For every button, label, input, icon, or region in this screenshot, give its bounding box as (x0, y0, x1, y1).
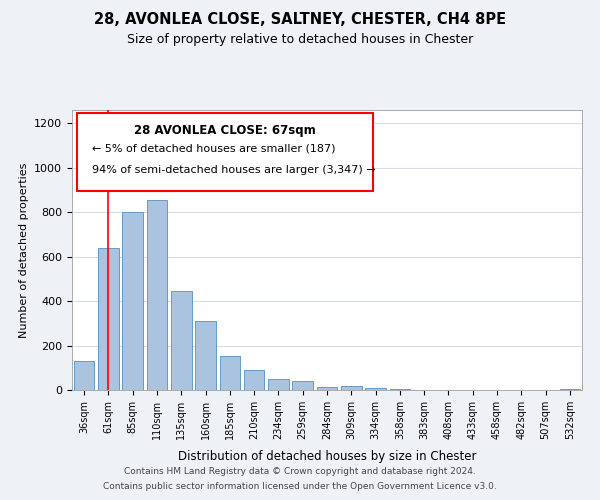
Bar (122, 212, 143, 390)
Text: 28, AVONLEA CLOSE, SALTNEY, CHESTER, CH4 8PE: 28, AVONLEA CLOSE, SALTNEY, CHESTER, CH4… (94, 12, 506, 28)
Bar (171, 291, 191, 390)
FancyBboxPatch shape (77, 113, 373, 191)
Bar (560, 389, 580, 390)
Bar (74, 361, 94, 390)
Text: 94% of semi-detached houses are larger (3,347) →: 94% of semi-detached houses are larger (… (92, 164, 376, 174)
Text: 28 AVONLEA CLOSE: 67sqm: 28 AVONLEA CLOSE: 67sqm (134, 124, 316, 137)
Bar (389, 389, 410, 390)
Bar (341, 386, 362, 390)
X-axis label: Distribution of detached houses by size in Chester: Distribution of detached houses by size … (178, 450, 476, 463)
Bar (268, 379, 289, 390)
Text: Contains HM Land Registry data © Crown copyright and database right 2024.: Contains HM Land Registry data © Crown c… (124, 467, 476, 476)
Bar (244, 370, 265, 390)
Text: Size of property relative to detached houses in Chester: Size of property relative to detached ho… (127, 32, 473, 46)
Bar (292, 381, 313, 390)
Bar (365, 388, 386, 390)
Bar (195, 321, 216, 390)
Bar (220, 356, 240, 390)
Bar (146, 200, 167, 390)
Text: ← 5% of detached houses are smaller (187): ← 5% of detached houses are smaller (187… (92, 144, 336, 154)
Bar (317, 386, 337, 390)
Text: Contains public sector information licensed under the Open Government Licence v3: Contains public sector information licen… (103, 482, 497, 491)
Y-axis label: Number of detached properties: Number of detached properties (19, 162, 29, 338)
Bar (98, 248, 119, 390)
